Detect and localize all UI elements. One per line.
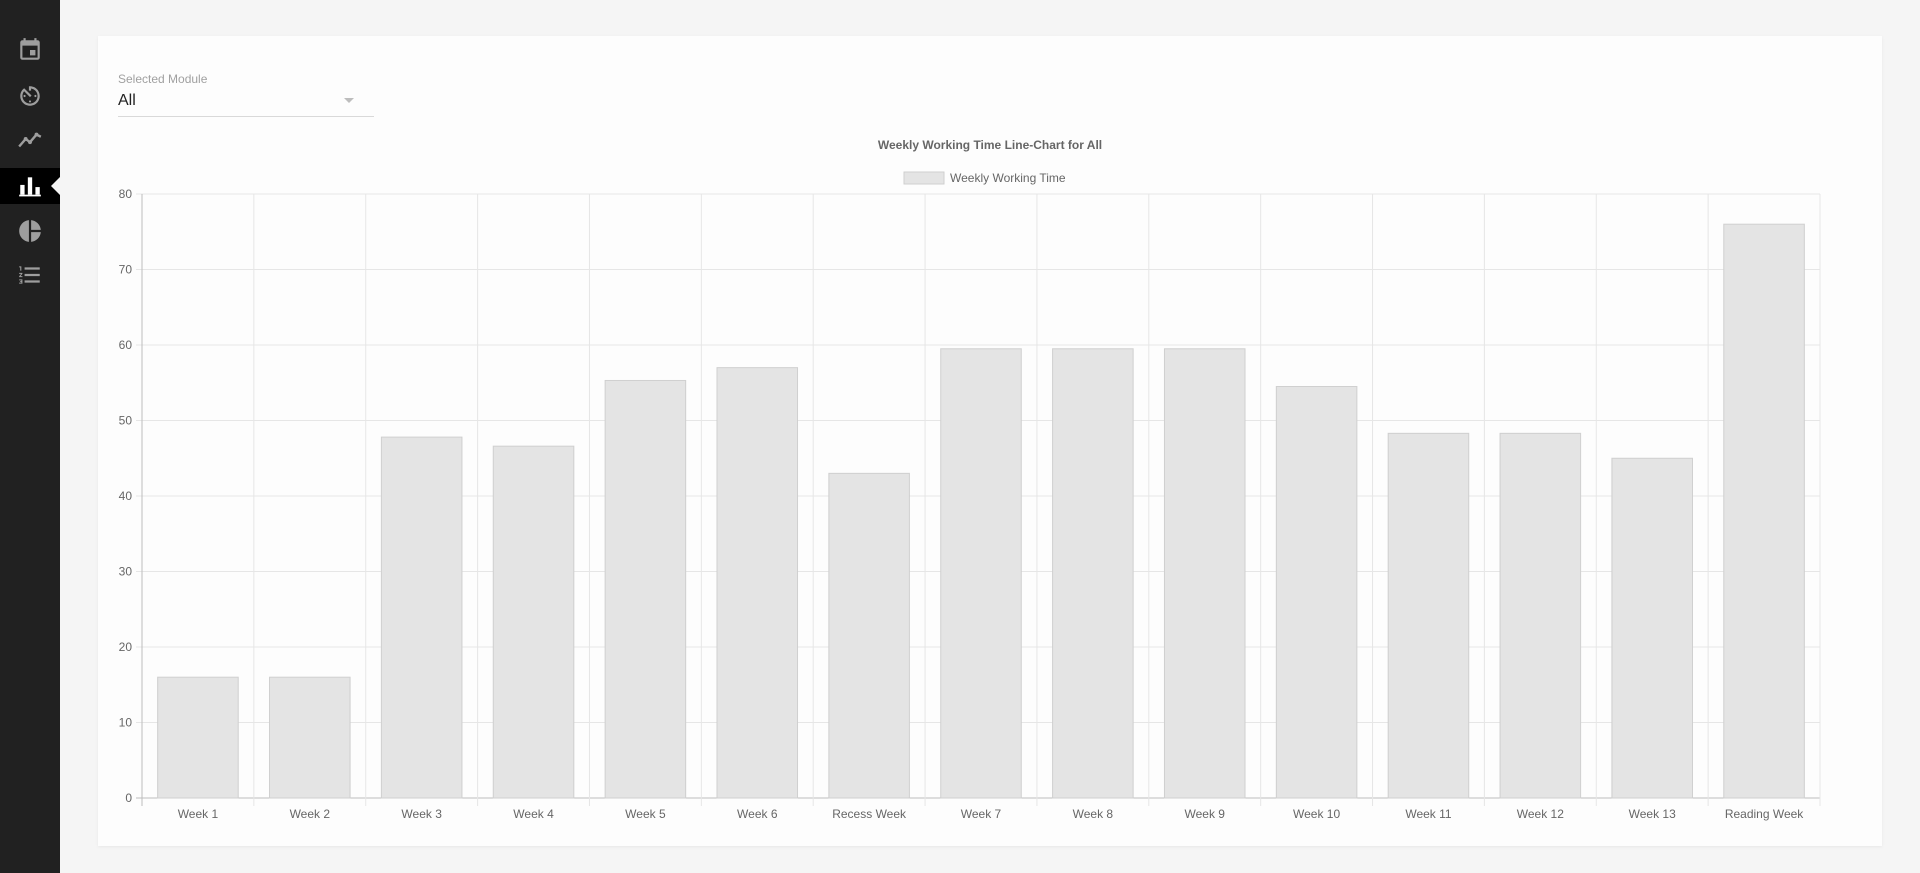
nav-item-timer[interactable]	[0, 78, 60, 114]
x-tick-label: Week 13	[1629, 807, 1676, 821]
x-tick-label: Week 5	[625, 807, 666, 821]
module-select[interactable]: Selected Module All	[118, 72, 374, 117]
x-tick-label: Reading Week	[1725, 807, 1804, 821]
bar[interactable]	[1387, 432, 1470, 799]
legend-swatch[interactable]	[903, 171, 945, 185]
x-tick-label: Week 11	[1405, 807, 1452, 821]
x-tick-label: Week 1	[178, 807, 219, 821]
x-tick-label: Week 9	[1184, 807, 1225, 821]
bar[interactable]	[1275, 386, 1358, 799]
bar[interactable]	[1611, 457, 1693, 799]
x-tick-label: Week 6	[737, 807, 778, 821]
sidebar	[0, 0, 60, 873]
bar[interactable]	[1723, 223, 1805, 799]
module-select-label: Selected Module	[118, 72, 208, 86]
weekly-working-time-chart: Weekly Working Time Line-Chart for All W…	[119, 138, 1821, 821]
bar[interactable]	[604, 379, 687, 799]
bar[interactable]	[1052, 348, 1134, 799]
pie-chart-icon	[19, 220, 41, 242]
nav-item-pie-chart[interactable]	[0, 213, 60, 249]
nav-item-list[interactable]	[0, 257, 60, 293]
y-tick-label: 70	[119, 263, 133, 277]
line-chart-icon	[18, 132, 42, 148]
bar[interactable]	[1499, 432, 1582, 799]
chevron-down-icon[interactable]	[344, 98, 354, 103]
chart-card: Selected Module All Weekly Working Time …	[98, 36, 1882, 846]
timer-icon	[20, 86, 40, 106]
bar[interactable]	[380, 436, 463, 799]
y-tick-label: 10	[119, 716, 133, 730]
nav-item-bar-chart[interactable]	[0, 168, 60, 204]
module-select-value[interactable]: All	[118, 92, 136, 109]
x-tick-label: Week 4	[513, 807, 554, 821]
y-tick-label: 30	[119, 565, 133, 579]
bar-chart-icon	[19, 177, 41, 197]
calendar-icon	[20, 38, 40, 60]
bar[interactable]	[940, 348, 1022, 799]
x-tick-label: Week 7	[961, 807, 1002, 821]
bar[interactable]	[828, 472, 910, 799]
x-tick-label: Week 2	[290, 807, 331, 821]
x-tick-label: Week 8	[1073, 807, 1114, 821]
bar[interactable]	[157, 676, 239, 799]
y-tick-label: 80	[119, 187, 133, 201]
x-tick-label: Week 3	[401, 807, 442, 821]
y-tick-label: 50	[119, 414, 133, 428]
nav-item-calendar[interactable]	[0, 32, 60, 68]
chart-title: Weekly Working Time Line-Chart for All	[878, 138, 1102, 152]
y-tick-label: 40	[119, 489, 133, 503]
y-tick-label: 20	[119, 640, 133, 654]
nav-item-line-chart[interactable]	[0, 122, 60, 158]
bar[interactable]	[716, 367, 799, 799]
numbered-list-icon	[19, 266, 40, 284]
x-tick-label: Week 10	[1293, 807, 1340, 821]
x-tick-label: Recess Week	[832, 807, 907, 821]
bar[interactable]	[1163, 348, 1246, 799]
bar[interactable]	[269, 676, 351, 799]
bar[interactable]	[492, 445, 575, 799]
y-tick-label: 60	[119, 338, 133, 352]
legend-label[interactable]: Weekly Working Time	[950, 171, 1066, 185]
y-tick-label: 0	[125, 791, 132, 805]
x-tick-label: Week 12	[1517, 807, 1564, 821]
